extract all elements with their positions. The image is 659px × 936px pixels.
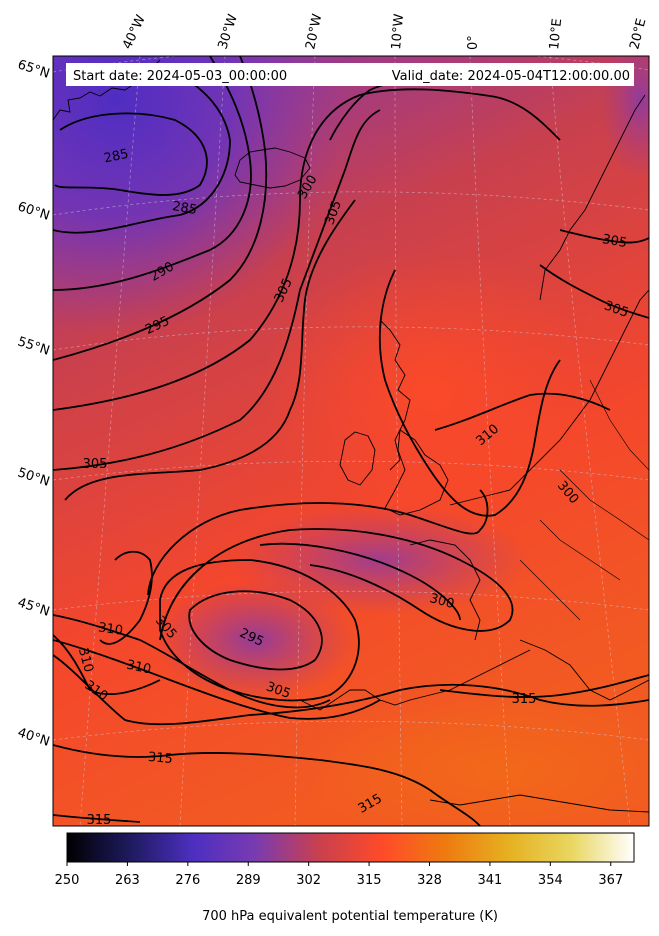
contour-295-pool [188, 590, 323, 671]
contour-label: 310 [75, 646, 96, 674]
colorbar: 250 263 276 289 302 315 328 341 354 367 700 hPa e… [55, 832, 635, 924]
lon-label: 10°W [389, 13, 407, 50]
iceland-coast [234, 147, 311, 189]
colorbar-tick-label: 315 [357, 873, 382, 888]
colorbar-tick-label: 302 [296, 873, 321, 888]
contour-290 [53, 56, 252, 291]
contour-label: 315 [87, 813, 112, 828]
contour-310-uk2 [434, 392, 611, 431]
contour-310-w2 [53, 634, 161, 695]
contour-315-se [439, 674, 649, 698]
longitude-labels: 40°W 30°W 20°W 10°W 0° 10°E 20°E [120, 12, 649, 51]
colorbar-tick-label: 328 [417, 873, 442, 888]
contour-300-inner [259, 542, 461, 621]
contour-305-nw-small [99, 550, 153, 645]
contour-305-n [53, 109, 381, 471]
map-frame [52, 55, 650, 827]
contour-label: 310 [97, 620, 124, 638]
lat-label: 55°N [16, 334, 52, 358]
lon-label: 20°W [303, 12, 325, 50]
contour-label: 305 [601, 232, 628, 251]
lat-label: 45°N [16, 595, 52, 619]
england-coast [384, 429, 449, 516]
contour-305-spiral [147, 489, 489, 596]
cold-region-ne [600, 56, 649, 180]
latitude-labels: 65°N 60°N 55°N 50°N 45°N 40°N [16, 57, 52, 749]
contour-label: 300 [428, 591, 456, 612]
contour-305-ne2 [559, 229, 649, 244]
contour-label: 315 [147, 750, 173, 767]
contour-310-w1 [53, 614, 331, 709]
map-panel [53, 56, 649, 826]
warm-region-central [260, 250, 600, 530]
ireland-coast [339, 431, 376, 486]
contour-label: 285 [103, 147, 130, 167]
contour-285-inner [54, 112, 208, 196]
contour-315-bottom [53, 814, 141, 823]
colorbar-bar [66, 832, 635, 863]
contour-305-ne [539, 264, 649, 319]
cold-tongue-biscay [230, 505, 530, 615]
lat-label: 60°N [16, 199, 52, 223]
header-box [66, 63, 634, 86]
scotland-coast [379, 319, 411, 471]
contour-310-uk [378, 269, 561, 517]
lon-label: 10°E [547, 18, 565, 51]
colorbar-tick-label: 289 [236, 873, 261, 888]
contour-label: 285 [171, 199, 198, 218]
lat-label: 40°N [16, 725, 52, 749]
contour-315-s [53, 744, 481, 826]
contour-295-nw [53, 56, 268, 361]
valid-date-label: Valid_date: 2024-05-04T12:00:00.00 [392, 69, 630, 84]
contour-285-outer [53, 74, 231, 234]
lon-label: 20°E [627, 17, 649, 51]
lon-label: 0° [466, 35, 481, 50]
norway-coast [539, 94, 646, 301]
lat-label: 50°N [16, 465, 52, 489]
colorbar-tick-label: 250 [55, 873, 80, 888]
north-africa-coast [429, 794, 649, 813]
lat-label: 65°N [16, 57, 52, 81]
iberia-coast [299, 649, 531, 711]
colorbar-ticks: 250 263 276 289 302 315 328 341 354 367 [55, 862, 623, 888]
colorbar-tick-label: 367 [598, 873, 623, 888]
gridlines [53, 56, 649, 826]
contour-label: 310 [125, 658, 152, 678]
inland-borders [519, 379, 649, 621]
contour-305-west [64, 199, 356, 501]
colorbar-label: 700 hPa equivalent potential temperature… [202, 909, 498, 924]
contour-305-pool [159, 559, 360, 702]
colorbar-tick-label: 354 [538, 873, 563, 888]
continent-coast [449, 289, 649, 506]
lon-label: 40°W [120, 13, 149, 52]
contour-300-mid [159, 528, 514, 641]
colorbar-tick-label: 263 [115, 873, 140, 888]
contours [53, 56, 649, 826]
start-date-label: Start date: 2024-05-03_00:00:00 [73, 69, 287, 84]
france-coast [409, 539, 481, 641]
lon-label: 30°W [216, 12, 241, 51]
contour-label: 315 [512, 692, 537, 707]
contour-300-n [53, 88, 561, 411]
colorbar-tick-label: 276 [175, 873, 200, 888]
contour-label: 305 [83, 457, 108, 472]
colorbar-tick-label: 341 [478, 873, 503, 888]
contour-310-main [53, 639, 381, 720]
contour-310-w3 [53, 654, 649, 726]
warm-region-south [300, 690, 649, 826]
